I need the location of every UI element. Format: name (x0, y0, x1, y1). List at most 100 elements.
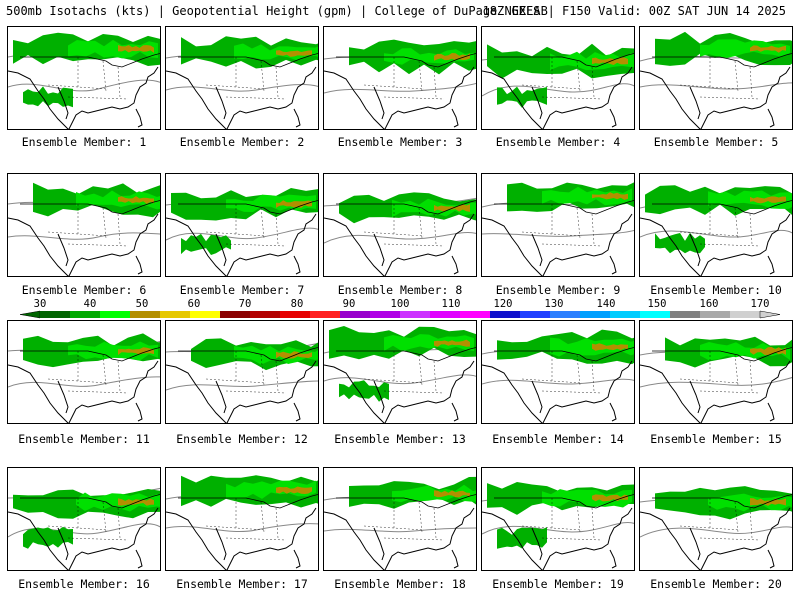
ensemble-map-8 (323, 173, 477, 277)
height-contour (482, 378, 634, 385)
legend-tick-label: 60 (187, 298, 201, 310)
country-border (20, 494, 160, 509)
country-border (20, 200, 160, 215)
isotach-60kt-area (118, 347, 154, 355)
coastline (324, 213, 475, 276)
legend-swatch (460, 311, 491, 318)
legend-swatch (550, 311, 581, 318)
legend-swatch (340, 311, 371, 318)
state-borders (679, 498, 761, 541)
country-border (20, 347, 160, 362)
height-contour (324, 232, 476, 244)
ensemble-map-2 (165, 26, 319, 130)
coastline (482, 213, 633, 276)
isotach-color-legend (0, 298, 800, 320)
height-contour (640, 82, 792, 90)
ensemble-member-label: Ensemble Member: 13 (334, 432, 466, 446)
isotach-60kt-area (118, 45, 154, 53)
isotach-40kt-area (655, 232, 705, 254)
state-borders (363, 57, 445, 100)
legend-swatch (40, 311, 71, 318)
ensemble-map-4 (481, 26, 635, 130)
isotach-60kt-area (434, 490, 470, 498)
isotach-60kt-area (434, 339, 470, 347)
legend-swatch (640, 311, 671, 318)
isotach-40kt-area (23, 526, 73, 549)
ensemble-map-7 (165, 173, 319, 277)
coastline (640, 507, 791, 570)
ensemble-map-1 (7, 26, 161, 130)
height-contour (8, 376, 160, 388)
isotach-50kt-area (384, 334, 474, 352)
ensemble-map-13 (323, 320, 477, 424)
ensemble-member-label: Ensemble Member: 7 (179, 283, 305, 297)
map-title: 500mb Isotachs (kts) | Geopotential Heig… (6, 4, 548, 18)
height-contour (640, 377, 792, 388)
legend-tick-label: 130 (544, 298, 564, 310)
isotach-50kt-area (542, 186, 632, 206)
country-border (20, 53, 160, 68)
legend-tick-label: 90 (342, 298, 356, 310)
ensemble-map-9 (481, 173, 635, 277)
state-borders (363, 204, 445, 247)
ensemble-member-label: Ensemble Member: 5 (653, 135, 779, 149)
state-borders (47, 57, 129, 100)
ensemble-map-3 (323, 26, 477, 130)
legend-swatch (700, 311, 731, 318)
country-border (494, 347, 634, 362)
coastline (640, 360, 791, 423)
state-borders (205, 57, 287, 100)
ensemble-map-15 (639, 320, 793, 424)
height-contour (324, 374, 476, 385)
legend-swatch (250, 311, 281, 318)
country-border (494, 494, 634, 509)
legend-swatch (580, 311, 611, 318)
legend-tick-label: 70 (238, 298, 252, 310)
country-border (178, 347, 318, 362)
coastline (482, 360, 633, 423)
ensemble-member-label: Ensemble Member: 15 (650, 432, 782, 446)
legend-swatch (370, 311, 401, 318)
country-border (336, 53, 476, 68)
country-border (178, 494, 318, 509)
coastline (166, 360, 317, 423)
country-border (494, 200, 634, 215)
state-borders (205, 204, 287, 247)
ensemble-member-label: Ensemble Member: 1 (21, 135, 147, 149)
coastline (166, 507, 317, 570)
legend-tick-label: 170 (750, 298, 770, 310)
country-border (336, 494, 476, 509)
legend-tick-label: 50 (135, 298, 149, 310)
isotach-60kt-area (750, 196, 786, 204)
legend-tick-label: 110 (441, 298, 461, 310)
state-borders (521, 204, 603, 247)
legend-swatch (310, 311, 341, 318)
legend-swatch (520, 311, 551, 318)
country-border (652, 347, 792, 362)
legend-swatch (130, 311, 161, 318)
ensemble-member-label: Ensemble Member: 18 (334, 577, 466, 591)
state-borders (363, 498, 445, 541)
country-border (336, 347, 476, 362)
coastline (8, 213, 159, 276)
country-border (494, 53, 634, 68)
coastline (640, 213, 791, 276)
height-contour (640, 526, 792, 538)
country-border (178, 53, 318, 68)
coastline (8, 507, 159, 570)
height-contour (324, 527, 476, 533)
color-bar (19, 310, 781, 319)
coastline (640, 66, 791, 129)
state-borders (521, 498, 603, 541)
ensemble-member-label: Ensemble Member: 11 (18, 432, 150, 446)
ensemble-member-label: Ensemble Member: 8 (337, 283, 463, 297)
coastline (482, 66, 633, 129)
ensemble-member-label: Ensemble Member: 20 (650, 577, 782, 591)
coastline (482, 507, 633, 570)
isotach-50kt-area (226, 194, 316, 212)
isotach-60kt-area (592, 343, 628, 351)
legend-tick-label: 140 (596, 298, 616, 310)
height-contour (482, 83, 634, 97)
country-border (178, 200, 318, 215)
height-contour (640, 229, 792, 238)
